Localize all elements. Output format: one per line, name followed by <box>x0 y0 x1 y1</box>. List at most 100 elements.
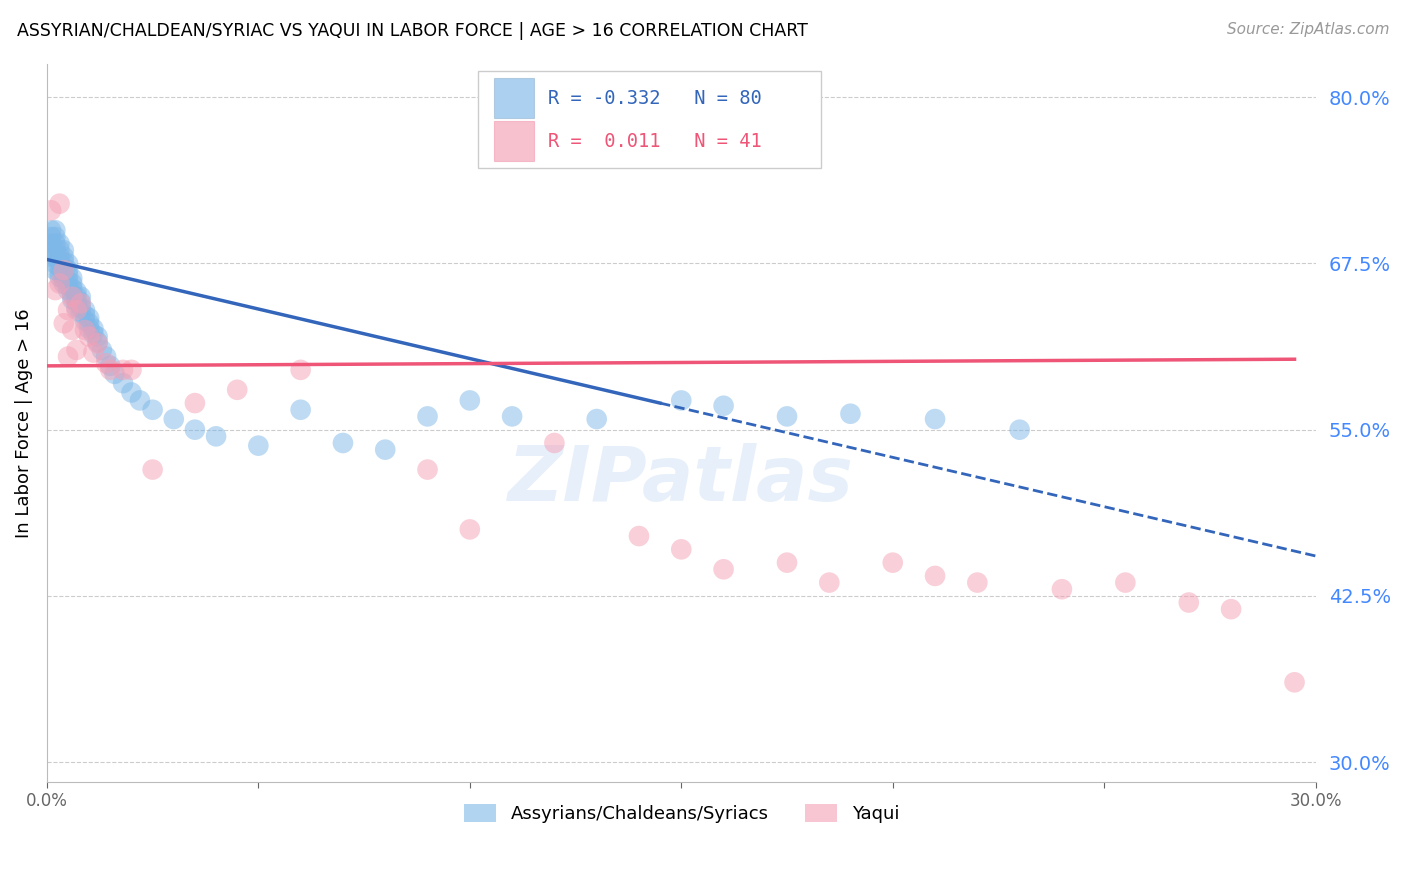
Legend: Assyrians/Chaldeans/Syriacs, Yaqui: Assyrians/Chaldeans/Syriacs, Yaqui <box>457 797 907 830</box>
Point <box>290 363 312 377</box>
Point <box>839 407 862 421</box>
Point <box>247 439 270 453</box>
Point <box>671 542 693 557</box>
Point <box>818 575 841 590</box>
Point <box>48 266 70 280</box>
Point <box>458 523 481 537</box>
Point <box>65 285 87 299</box>
Point <box>69 301 91 315</box>
Point <box>52 250 75 264</box>
Point <box>82 345 104 359</box>
Point <box>56 283 79 297</box>
Point <box>44 250 66 264</box>
Point <box>163 412 186 426</box>
Point <box>416 409 439 424</box>
Point <box>111 376 134 391</box>
Point <box>73 323 96 337</box>
Point <box>56 279 79 293</box>
Point <box>142 402 165 417</box>
Point <box>52 272 75 286</box>
Point <box>82 326 104 341</box>
Point <box>501 409 523 424</box>
Point <box>86 336 108 351</box>
Point <box>73 313 96 327</box>
Point <box>39 243 62 257</box>
Point <box>90 343 112 357</box>
Point <box>86 329 108 343</box>
Point <box>585 412 607 426</box>
Point <box>48 269 70 284</box>
FancyBboxPatch shape <box>494 78 534 118</box>
Point <box>44 223 66 237</box>
Point <box>44 230 66 244</box>
Point <box>1220 602 1243 616</box>
Point <box>1008 423 1031 437</box>
Text: ZIPatlas: ZIPatlas <box>509 443 855 517</box>
Point <box>60 287 83 301</box>
Point <box>111 363 134 377</box>
Point <box>103 367 125 381</box>
Point <box>77 311 100 326</box>
Point <box>121 385 143 400</box>
Point <box>121 363 143 377</box>
Point <box>39 223 62 237</box>
Point <box>65 343 87 357</box>
Point <box>713 562 735 576</box>
Point <box>94 350 117 364</box>
Point <box>184 423 207 437</box>
Point <box>56 303 79 318</box>
Text: R =  0.011   N = 41: R = 0.011 N = 41 <box>548 132 762 151</box>
Point <box>98 359 121 373</box>
Point <box>39 250 62 264</box>
Point <box>44 236 66 251</box>
Point <box>77 321 100 335</box>
Point <box>98 363 121 377</box>
Point <box>56 274 79 288</box>
Point <box>56 268 79 283</box>
Point <box>882 556 904 570</box>
Point <box>65 301 87 315</box>
Point <box>627 529 650 543</box>
Point <box>52 267 75 281</box>
Point <box>52 255 75 269</box>
Point <box>60 323 83 337</box>
Point <box>73 309 96 323</box>
Point <box>60 282 83 296</box>
Y-axis label: In Labor Force | Age > 16: In Labor Force | Age > 16 <box>15 309 32 538</box>
Point <box>776 556 799 570</box>
Point <box>69 306 91 320</box>
FancyBboxPatch shape <box>478 71 821 169</box>
Point <box>48 260 70 275</box>
Point <box>48 250 70 264</box>
Point <box>924 412 946 426</box>
Point <box>69 296 91 310</box>
Point <box>48 277 70 291</box>
Point <box>205 429 228 443</box>
Point <box>52 316 75 330</box>
Point <box>374 442 396 457</box>
Point <box>48 196 70 211</box>
Point <box>129 393 152 408</box>
Point <box>65 295 87 310</box>
Point <box>48 236 70 251</box>
Point <box>69 290 91 304</box>
Point <box>86 334 108 349</box>
Point <box>52 263 75 277</box>
Point <box>671 393 693 408</box>
Point <box>60 293 83 307</box>
FancyBboxPatch shape <box>494 121 534 161</box>
Point <box>184 396 207 410</box>
Point <box>39 203 62 218</box>
Point <box>39 230 62 244</box>
Point <box>52 277 75 291</box>
Point <box>142 462 165 476</box>
Point <box>776 409 799 424</box>
Point <box>924 569 946 583</box>
Point <box>69 295 91 310</box>
Point <box>48 255 70 269</box>
Point <box>290 402 312 417</box>
Point <box>1114 575 1136 590</box>
Point <box>44 263 66 277</box>
Text: R = -0.332   N = 80: R = -0.332 N = 80 <box>548 89 762 108</box>
Point <box>416 462 439 476</box>
